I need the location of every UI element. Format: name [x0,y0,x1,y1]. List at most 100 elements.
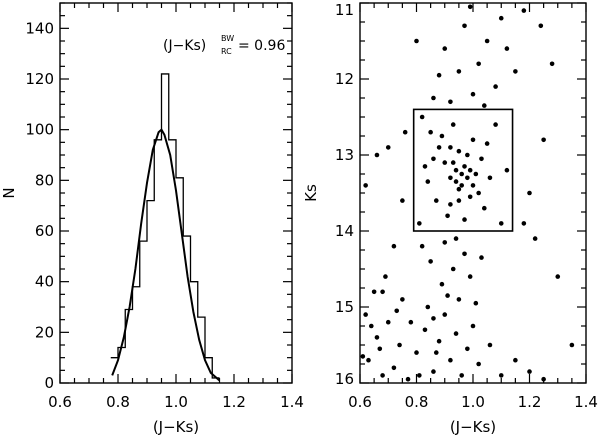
scatter-point [448,99,453,105]
y-tick-label: 20 [35,323,54,341]
scatter-point [431,156,436,162]
scatter-point [433,198,439,203]
scatter-point [462,23,467,29]
scatter-point [453,167,459,173]
scatter-point [555,274,561,279]
histogram-panel: 0.6 0.8 1.0 1.2 1.4 0 20 40 60 80 100 120 140 (J−Ks… [0,2,304,436]
scatter-point [428,259,433,264]
scatter-point [414,38,419,44]
scatter-point [479,255,484,260]
scatter-point [448,357,453,363]
scatter-point [442,46,448,51]
x-tick-label: 0.6 [348,393,372,411]
scatter-point [445,213,450,219]
scatter-point [549,61,555,67]
scatter-point [459,171,465,177]
scatter-point [422,327,428,333]
scatter-point [419,243,425,249]
scatter-point [391,365,397,371]
x-tick-label: 1.2 [518,393,542,411]
scatter-point [450,266,456,272]
x-tick-label: 1.4 [280,393,304,411]
x-tick-label: 0.6 [48,393,72,411]
y-tick-label: 40 [35,273,54,291]
x-tick-label: 0.8 [405,393,429,411]
scatter-point [453,179,459,184]
scatter-point [521,8,527,13]
scatter-point [487,175,493,181]
scatter-point [462,164,467,169]
scatter-point [532,236,538,241]
scatter-point [380,289,385,295]
y-tick-label: 13 [335,146,354,164]
scatter-point [422,164,428,169]
x-tick-label: 0.8 [106,393,130,411]
scatter-point [521,221,527,226]
scatter-point [569,342,575,348]
scatter-point [419,114,425,120]
scatter-point [498,373,504,378]
scatter-ticks [359,2,587,384]
scatter-point [425,179,431,184]
scatter-point [476,361,481,367]
scatter-point [439,133,445,139]
scatter-point [408,319,414,325]
scatter-point [527,369,532,374]
y-tick-label: 14 [335,222,354,240]
gaussian-fit-curve [111,128,221,382]
scatter-point [456,186,462,192]
annotation-value: = 0.96 [238,38,285,54]
scatter-point [366,357,371,363]
scatter-point [498,221,504,226]
scatter-point [467,167,473,173]
scatter-point [385,319,391,325]
scatter-point [541,137,546,143]
scatter-point [436,145,442,150]
scatter-point [513,69,518,74]
scatter-point [504,167,510,173]
y-tick-label: 11 [335,1,354,19]
scatter-point [433,350,439,355]
scatter-point [417,373,422,378]
scatter-point [467,4,473,10]
scatter-point [493,122,498,127]
scatter-point [439,281,445,287]
y-tick-label: 140 [25,19,54,37]
scatter-point [397,342,402,348]
scatter-point [445,293,450,298]
scatter-point [482,205,487,211]
scatter-point [470,323,476,329]
scatter-point [470,137,476,143]
scatter-point [484,38,490,44]
scatter-point [391,243,397,249]
scatter-y-axis-title: Ks [302,184,320,202]
annotation-subscript: RC [221,47,232,56]
scatter-point [448,175,453,181]
scatter-point [479,156,484,162]
scatter-point [400,297,405,302]
y-tick-label: 120 [25,70,54,88]
scatter-point [470,91,476,97]
scatter-point [476,61,481,67]
histogram-x-tick-labels: 0.6 0.8 1.0 1.2 1.4 [48,393,304,411]
scatter-point [436,72,442,78]
scatter-point [371,289,377,295]
scatter-point [456,198,462,203]
scatter-y-tick-labels: 11 12 13 14 15 16 [335,1,354,388]
histogram-x-axis-title: (J−Ks) [153,418,199,436]
scatter-point [442,312,448,317]
histogram-steps [110,73,220,379]
scatter-x-axis-title: (J−Ks) [450,418,496,436]
scatter-point [538,23,544,29]
y-tick-label: 0 [44,374,54,392]
histogram-y-axis-title: N [0,187,18,198]
y-tick-label: 80 [35,171,54,189]
scatter-point [467,274,473,279]
scatter-point [431,316,436,321]
scatter-point [450,160,456,165]
scatter-panel: 0.6 0.8 1.0 1.2 1.4 11 12 13 14 15 16 (J−Ks) Ks [302,1,598,436]
scatter-point [369,323,374,329]
annotation-superscript: BW [221,34,234,43]
scatter-x-tick-labels: 0.6 0.8 1.0 1.2 1.4 [348,393,598,411]
histogram-ticks [59,2,293,384]
